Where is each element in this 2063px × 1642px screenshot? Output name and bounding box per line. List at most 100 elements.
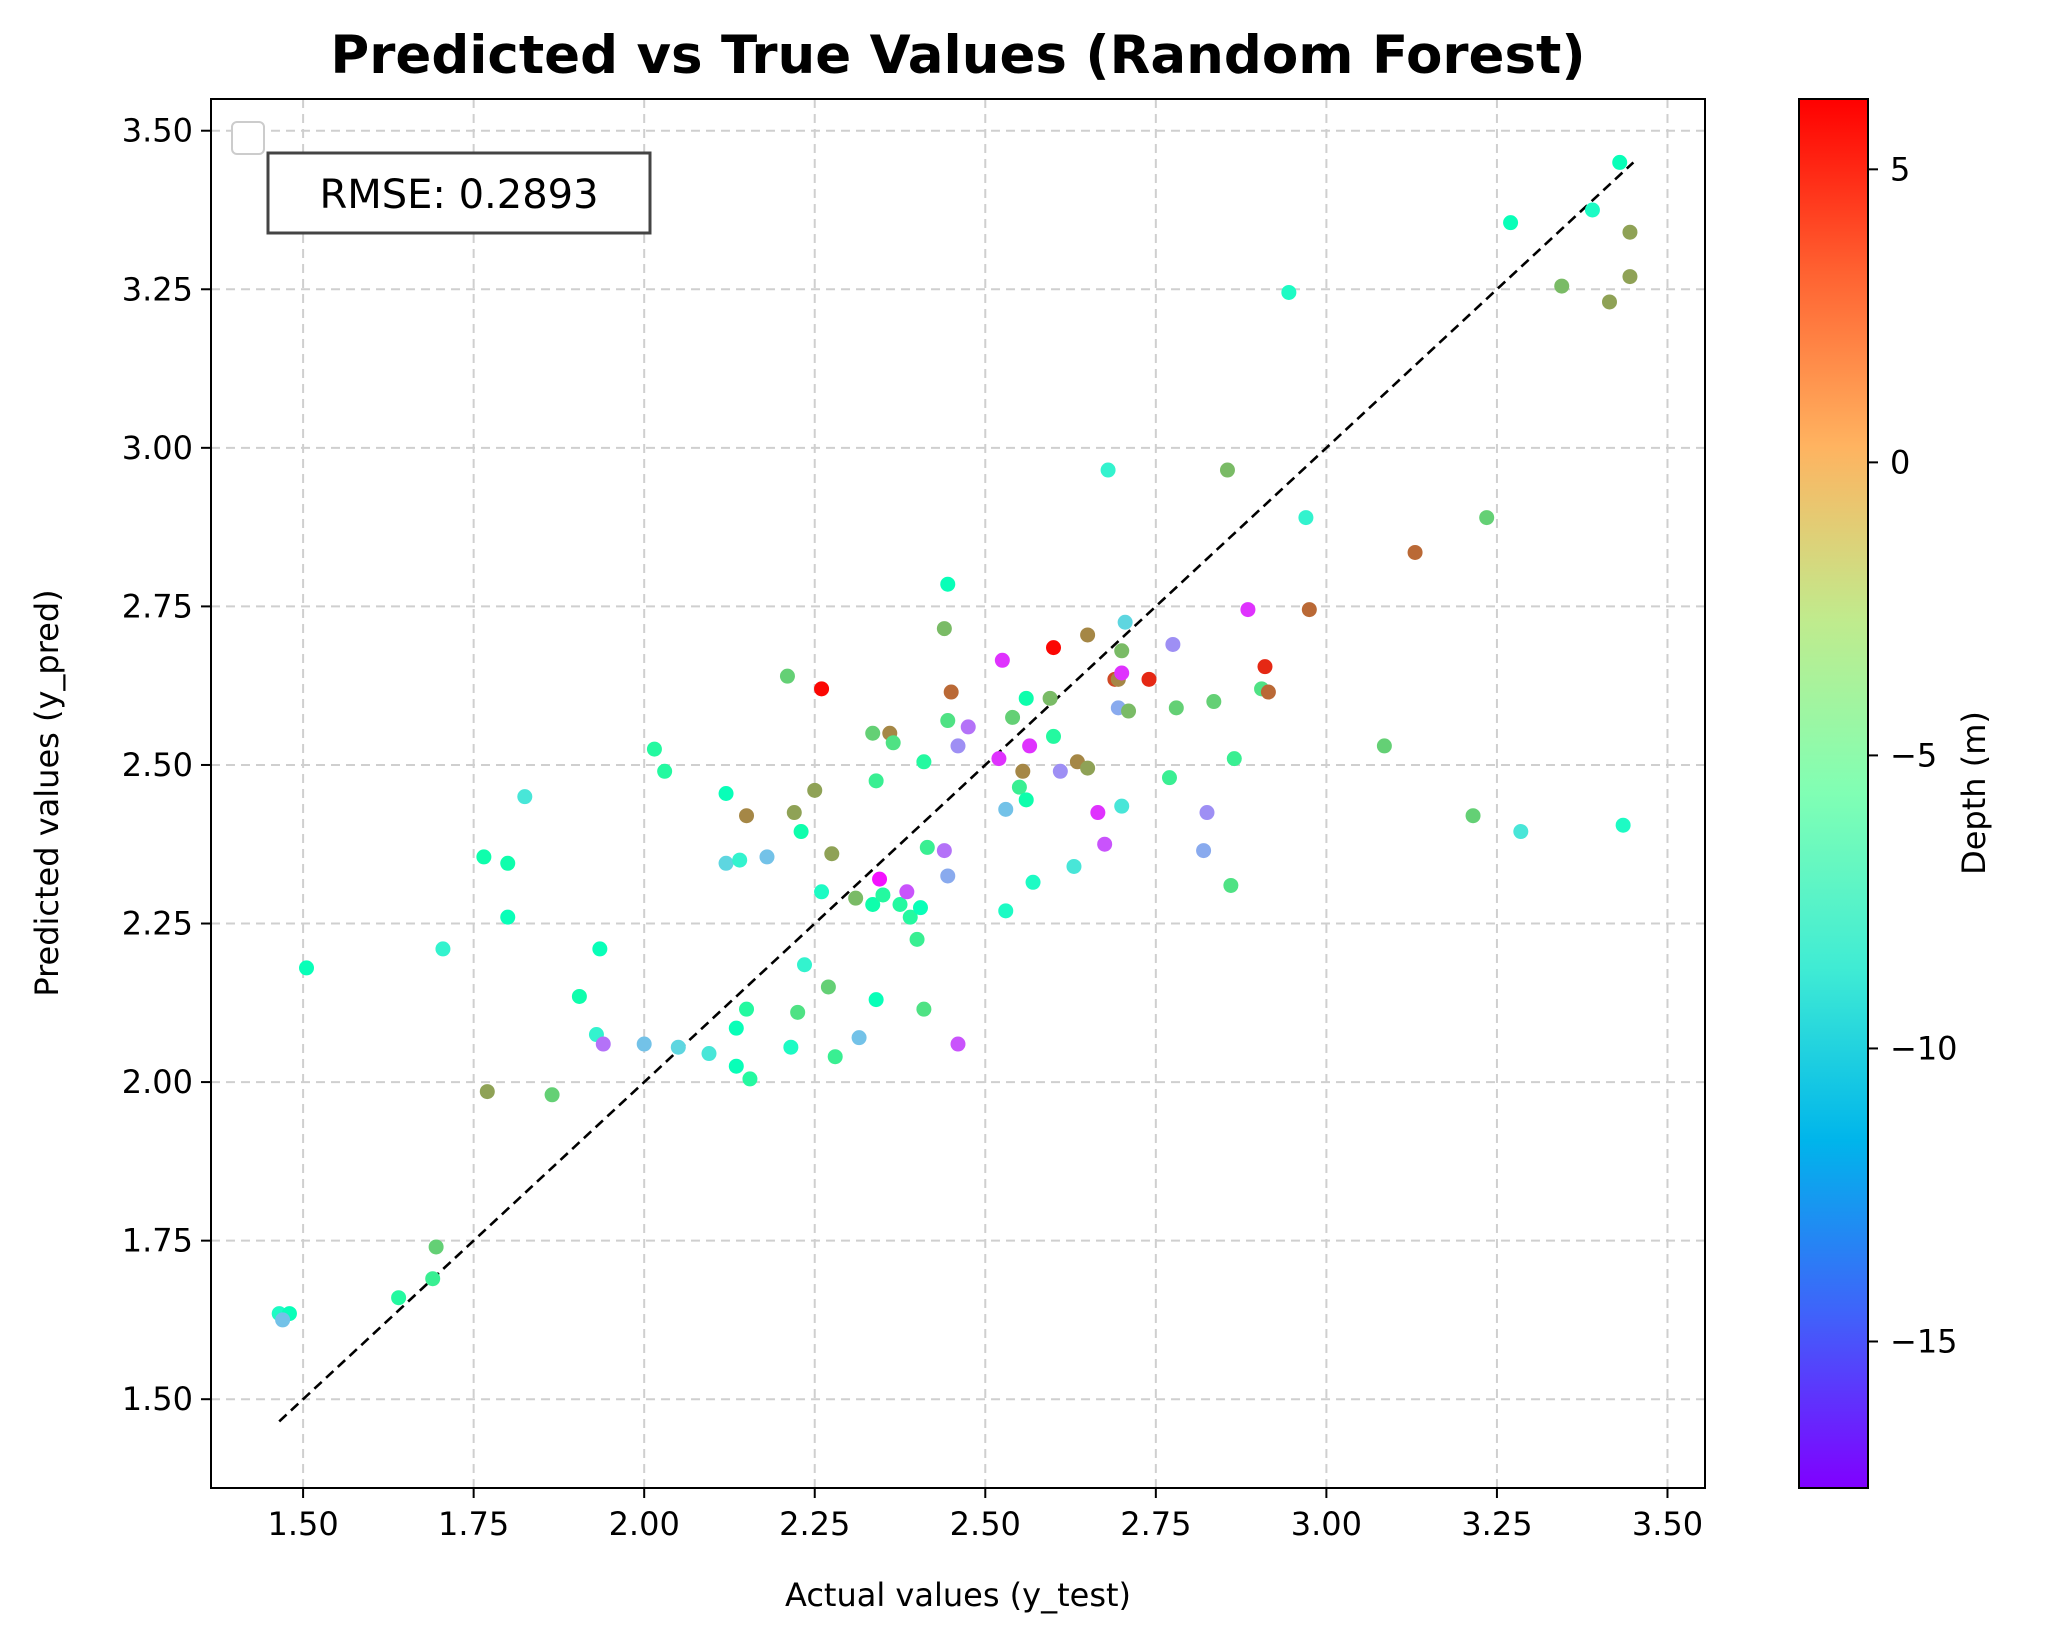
data-point	[1479, 510, 1495, 526]
data-point	[670, 1039, 686, 1055]
data-point	[909, 931, 925, 947]
data-point	[544, 1087, 560, 1103]
data-point	[739, 1001, 755, 1017]
data-point	[902, 909, 918, 925]
data-point	[1046, 728, 1062, 744]
rmse-box	[266, 151, 652, 235]
data-point	[865, 725, 881, 741]
data-point	[476, 849, 492, 865]
data-point	[1240, 602, 1256, 618]
data-point	[991, 751, 1007, 767]
data-point	[1298, 510, 1314, 526]
data-point	[814, 681, 830, 697]
data-point	[425, 1271, 441, 1287]
data-point	[592, 941, 608, 957]
data-point	[595, 1036, 611, 1052]
x-tick-label: 2.50	[950, 1505, 1021, 1543]
data-point	[1097, 836, 1113, 852]
data-point	[1090, 805, 1106, 821]
colorbar	[1798, 98, 1869, 1489]
data-point	[500, 855, 516, 871]
data-point	[868, 992, 884, 1008]
data-point	[1066, 858, 1082, 874]
data-point	[940, 713, 956, 729]
data-point	[742, 1071, 758, 1087]
data-point	[1005, 709, 1021, 725]
data-point	[1100, 462, 1116, 478]
data-point	[1046, 640, 1062, 656]
data-point	[1513, 824, 1529, 840]
colorbar-tick-label: −15	[1890, 1322, 1958, 1360]
data-point	[786, 805, 802, 821]
data-point	[1080, 760, 1096, 776]
data-point	[940, 868, 956, 884]
x-tick-label: 1.50	[267, 1505, 338, 1543]
data-point	[899, 884, 915, 900]
data-point	[435, 941, 451, 957]
data-point	[1121, 703, 1137, 719]
x-tick-label: 2.00	[609, 1505, 680, 1543]
grid-lines	[211, 99, 1705, 1488]
data-point	[1206, 694, 1222, 710]
colorbar-ticks: 5 0 −5 −10 −15	[1868, 150, 1958, 1360]
data-point	[936, 621, 952, 637]
reference-line	[278, 161, 1635, 1423]
y-tick-label: 2.00	[122, 1063, 193, 1101]
x-tick-label: 2.75	[1120, 1505, 1191, 1543]
data-point	[728, 1058, 744, 1074]
data-point	[718, 855, 734, 871]
y-tick-label: 3.25	[122, 270, 193, 308]
data-point	[739, 808, 755, 824]
x-tick-label: 2.25	[779, 1505, 850, 1543]
data-point	[1301, 602, 1317, 618]
data-point	[868, 773, 884, 789]
y-axis-label: Predicted values (y_pred)	[28, 589, 66, 996]
data-point	[1114, 798, 1130, 814]
data-point	[728, 1020, 744, 1036]
data-point	[807, 782, 823, 798]
data-point	[275, 1312, 291, 1328]
x-axis-label: Actual values (y_test)	[785, 1576, 1131, 1614]
data-point	[892, 896, 908, 912]
data-point	[940, 576, 956, 592]
data-point	[851, 1030, 867, 1046]
data-point	[657, 763, 673, 779]
data-point	[479, 1084, 495, 1100]
data-point	[1407, 544, 1423, 560]
data-point	[1199, 805, 1215, 821]
data-point	[500, 909, 516, 925]
data-point	[916, 754, 932, 770]
data-point	[950, 1036, 966, 1052]
data-point	[428, 1239, 444, 1255]
data-point	[783, 1039, 799, 1055]
colorbar-tick-label: −5	[1890, 736, 1937, 774]
y-axis-ticks: 1.50 1.75 2.00 2.25 2.50 2.75 3.00 3.25 3.50	[122, 112, 211, 1418]
y-tick-label: 3.00	[122, 429, 193, 467]
data-point	[865, 896, 881, 912]
data-point	[701, 1046, 717, 1062]
y-tick-label: 2.50	[122, 746, 193, 784]
y-tick-label: 1.75	[122, 1222, 193, 1260]
data-point	[1018, 792, 1034, 808]
data-point	[848, 890, 864, 906]
colorbar-tick-label: −10	[1890, 1029, 1958, 1067]
data-point	[1376, 738, 1392, 754]
data-point	[936, 843, 952, 859]
data-point	[299, 960, 315, 976]
colorbar-tick-label: 5	[1890, 150, 1910, 188]
data-point	[1052, 763, 1068, 779]
data-point	[1622, 269, 1638, 285]
data-point	[872, 871, 888, 887]
data-point	[998, 801, 1014, 817]
data-point	[1161, 770, 1177, 786]
data-point	[820, 979, 836, 995]
data-point	[916, 1001, 932, 1017]
data-point	[391, 1290, 407, 1306]
data-point	[1011, 779, 1027, 795]
reference-line-group	[278, 161, 1635, 1423]
data-point	[1219, 462, 1235, 478]
y-tick-label: 2.25	[122, 905, 193, 943]
rmse-annotation: RMSE: 0.2893	[319, 172, 598, 218]
data-point	[994, 652, 1010, 668]
